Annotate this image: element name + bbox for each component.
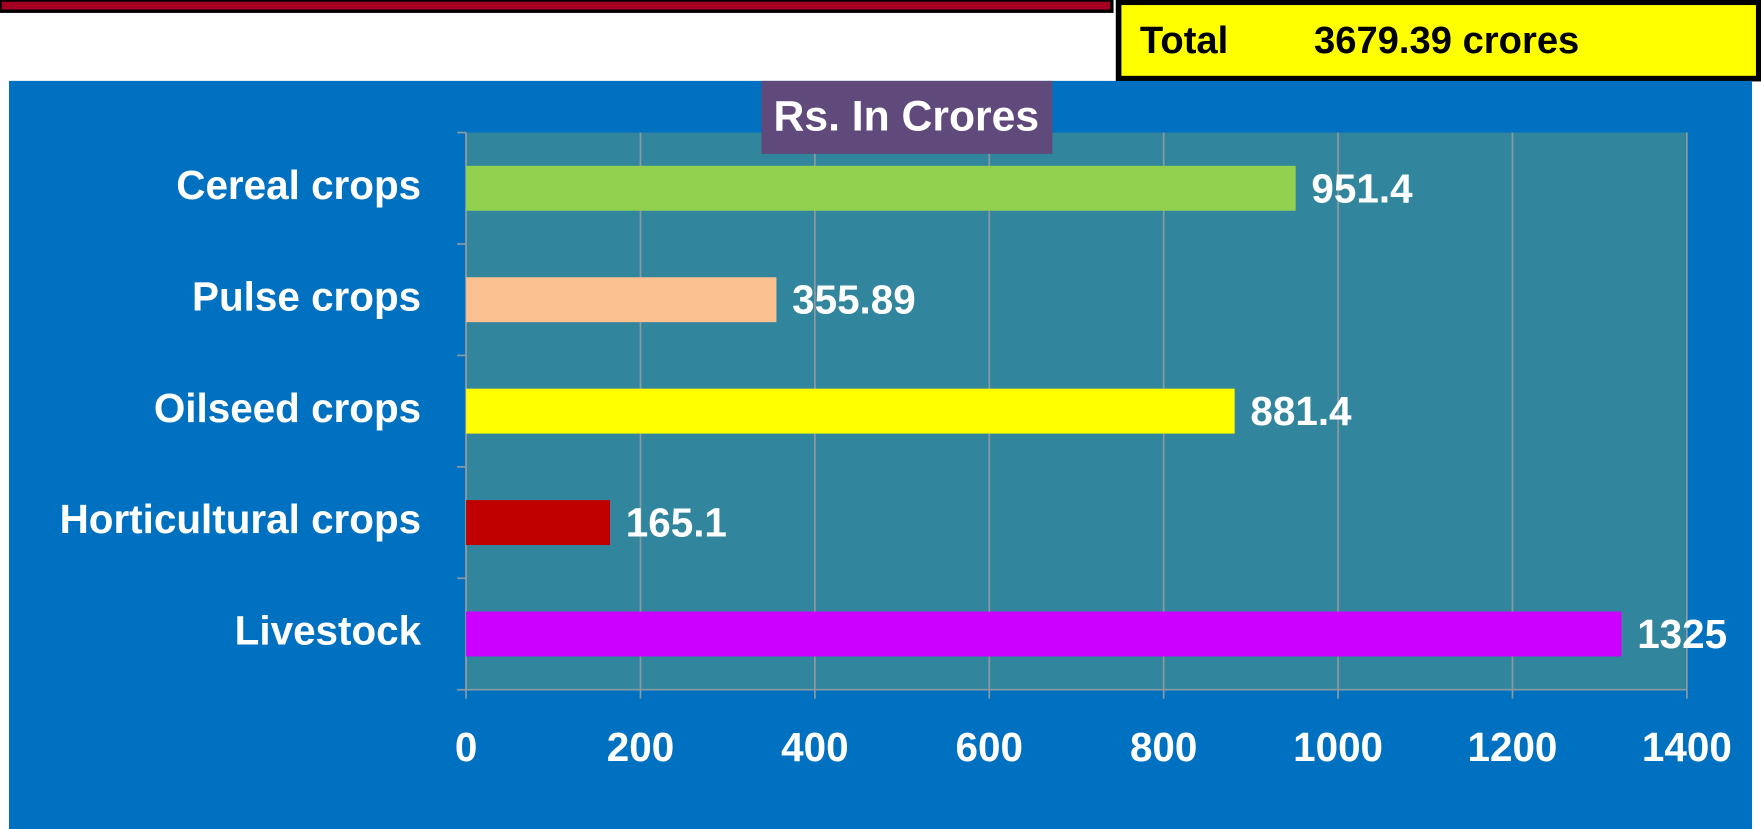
x-tick-label: 1200	[1468, 724, 1558, 770]
data-label: 1325	[1637, 611, 1727, 657]
top-bar	[0, 0, 1114, 13]
data-label: 951.4	[1311, 165, 1413, 211]
x-tick-label: 800	[1130, 724, 1197, 770]
y-tick-label: Cereal crops	[176, 162, 421, 208]
y-tick-label: Livestock	[235, 608, 422, 654]
title-box	[761, 80, 1053, 154]
y-tick-label: Pulse crops	[192, 273, 421, 319]
total-value: 3679.39 crores	[1314, 19, 1579, 62]
x-tick-label: 200	[607, 724, 674, 770]
data-label: 165.1	[626, 500, 727, 546]
bar	[466, 388, 1235, 434]
x-tick-label: 1000	[1293, 724, 1383, 770]
data-label: 355.89	[792, 277, 916, 323]
x-tick-label: 600	[956, 724, 1023, 770]
chart-title: Rs. In Crores	[774, 92, 1040, 140]
y-tick-label: Oilseed crops	[154, 385, 421, 431]
data-label: 881.4	[1250, 388, 1352, 434]
bar	[466, 277, 777, 323]
total-box	[1115, 0, 1761, 82]
x-tick-label: 1400	[1642, 724, 1732, 770]
total-label: Total	[1140, 19, 1228, 62]
bar	[466, 611, 1622, 657]
y-tick-label: Horticultural crops	[60, 496, 422, 542]
x-tick-label: 0	[455, 724, 477, 770]
bar	[466, 500, 611, 546]
x-tick-label: 400	[781, 724, 848, 770]
bar	[466, 165, 1296, 211]
